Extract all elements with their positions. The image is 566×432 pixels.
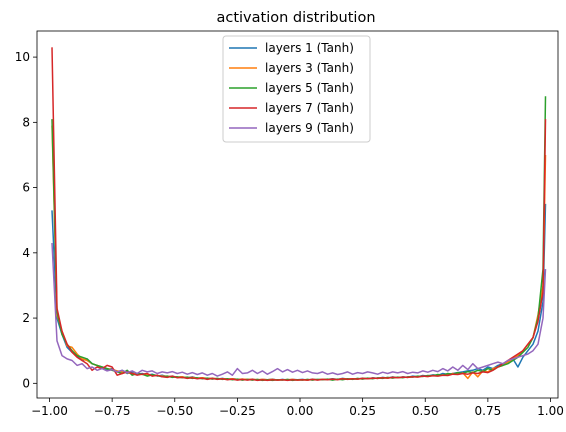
series-line-2 [51, 125, 547, 381]
x-tick-label: 0.75 [475, 404, 502, 418]
x-tick-label: 1.00 [537, 404, 564, 418]
chart-title: activation distribution [216, 10, 375, 26]
x-tick-label: −0.75 [94, 404, 131, 418]
y-axis: 0 2 4 6 8 10 [15, 50, 37, 390]
x-tick-label: 0.00 [287, 404, 314, 418]
legend-label: layers 3 (Tanh) [265, 61, 354, 75]
series-line-1 [51, 203, 547, 381]
y-tick-label: 4 [22, 246, 30, 260]
y-tick-label: 10 [15, 50, 30, 64]
x-tick-label: −0.25 [219, 404, 256, 418]
series-line-5 [51, 242, 547, 377]
y-tick-label: 0 [22, 376, 30, 390]
x-tick-label: −0.50 [156, 404, 193, 418]
legend-box [222, 35, 371, 143]
x-tick-label: −1.00 [31, 404, 68, 418]
plot-frame [36, 30, 559, 399]
y-tick-label: 2 [22, 311, 30, 325]
x-tick-label: 0.50 [412, 404, 439, 418]
legend-label: layers 7 (Tanh) [265, 101, 354, 115]
x-tick-label: 0.25 [349, 404, 376, 418]
legend-label: layers 1 (Tanh) [265, 41, 354, 55]
x-axis: −1.00 −0.75 −0.50 −0.25 0.00 0.25 0.50 0.75 1.00 [31, 398, 564, 418]
y-tick-label: 6 [22, 181, 30, 195]
series-lines [51, 47, 547, 382]
legend-label: layers 5 (Tanh) [265, 81, 354, 95]
series-line-4 [51, 47, 547, 382]
y-tick-label: 8 [22, 115, 30, 129]
legend-label: layers 9 (Tanh) [265, 121, 354, 135]
legend: layers 1 (Tanh) layers 3 (Tanh) layers 5 (… [222, 35, 371, 143]
